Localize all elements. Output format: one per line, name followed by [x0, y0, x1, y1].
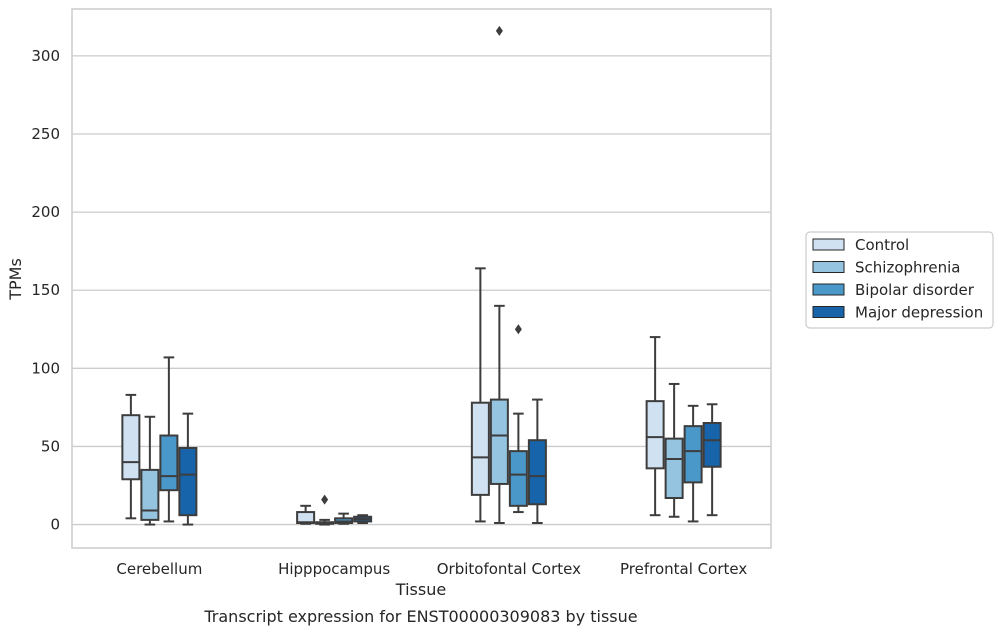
box-major-depression	[527, 398, 547, 525]
box-iqr	[178, 447, 198, 517]
x-axis-title: Tissue	[395, 580, 446, 599]
box-iqr	[683, 425, 703, 484]
x-tick-labels: Cerebellum Hipppocampus Orbitofontal Corte…	[116, 560, 747, 578]
box-schizophrenia	[140, 415, 160, 526]
y-axis-title: TPMs	[6, 258, 25, 301]
box-control	[470, 267, 490, 523]
box-major-depression	[178, 412, 198, 526]
legend: Control Schizophrenia Bipolar disorder Majo…	[805, 231, 994, 329]
plot-frame	[71, 8, 772, 549]
legend-item: Major depression	[812, 304, 983, 322]
legend-label: Schizophrenia	[855, 259, 960, 277]
y-tick-label: 200	[31, 203, 60, 221]
box-control	[121, 393, 141, 520]
legend-swatch	[812, 283, 845, 296]
box-iqr	[702, 422, 722, 468]
y-tick-label: 150	[31, 281, 60, 299]
legend-label: Bipolar disorder	[855, 281, 975, 299]
legend-item: Schizophrenia	[812, 259, 960, 277]
legend-label: Major depression	[855, 304, 983, 322]
x-tick-label: Cerebellum	[116, 560, 202, 578]
y-tick-label: 50	[41, 437, 60, 455]
box-iqr	[489, 398, 509, 485]
box-iqr	[645, 400, 665, 470]
outlier-point	[514, 324, 522, 335]
box-iqr	[664, 437, 684, 500]
legend-item: Control	[812, 236, 909, 254]
box-bipolar-disorder	[508, 324, 528, 514]
legend-swatch	[812, 261, 845, 273]
box-bipolar-disorder	[334, 512, 354, 525]
x-tick-label: Prefrontal Cortex	[620, 560, 747, 578]
box-major-depression	[702, 403, 722, 517]
box-iqr	[121, 414, 141, 481]
box-iqr	[508, 450, 528, 507]
box-iqr	[470, 401, 490, 496]
box-control	[296, 504, 316, 525]
x-tick-label: Hipppocampus	[278, 560, 390, 578]
y-tick-label: 250	[31, 125, 60, 143]
box-bipolar-disorder	[683, 404, 703, 523]
figure-caption: Transcript expression for ENST0000030908…	[203, 607, 637, 626]
box-schizophrenia	[315, 494, 335, 526]
outlier-point	[495, 25, 503, 36]
y-tick-labels: 0 50 100 150 200 250 300	[31, 47, 60, 534]
legend-swatch	[812, 306, 845, 318]
box-bipolar-disorder	[159, 356, 179, 523]
legend-swatch	[812, 238, 845, 251]
box-schizophrenia	[664, 382, 684, 518]
legend-box	[805, 231, 994, 329]
outlier-point	[321, 494, 329, 505]
box-iqr	[140, 468, 160, 521]
legend-label: Control	[855, 236, 909, 254]
y-tick-label: 0	[50, 516, 60, 534]
box-iqr	[527, 439, 547, 506]
legend-item: Bipolar disorder	[812, 281, 975, 299]
y-tick-label: 100	[31, 359, 60, 377]
boxes	[121, 25, 722, 526]
x-tick-label: Orbitofontal Cortex	[437, 560, 581, 578]
box-iqr	[159, 434, 179, 492]
box-control	[645, 336, 665, 517]
box-major-depression	[353, 514, 373, 525]
box-schizophrenia	[489, 25, 509, 525]
y-tick-label: 300	[31, 47, 60, 65]
